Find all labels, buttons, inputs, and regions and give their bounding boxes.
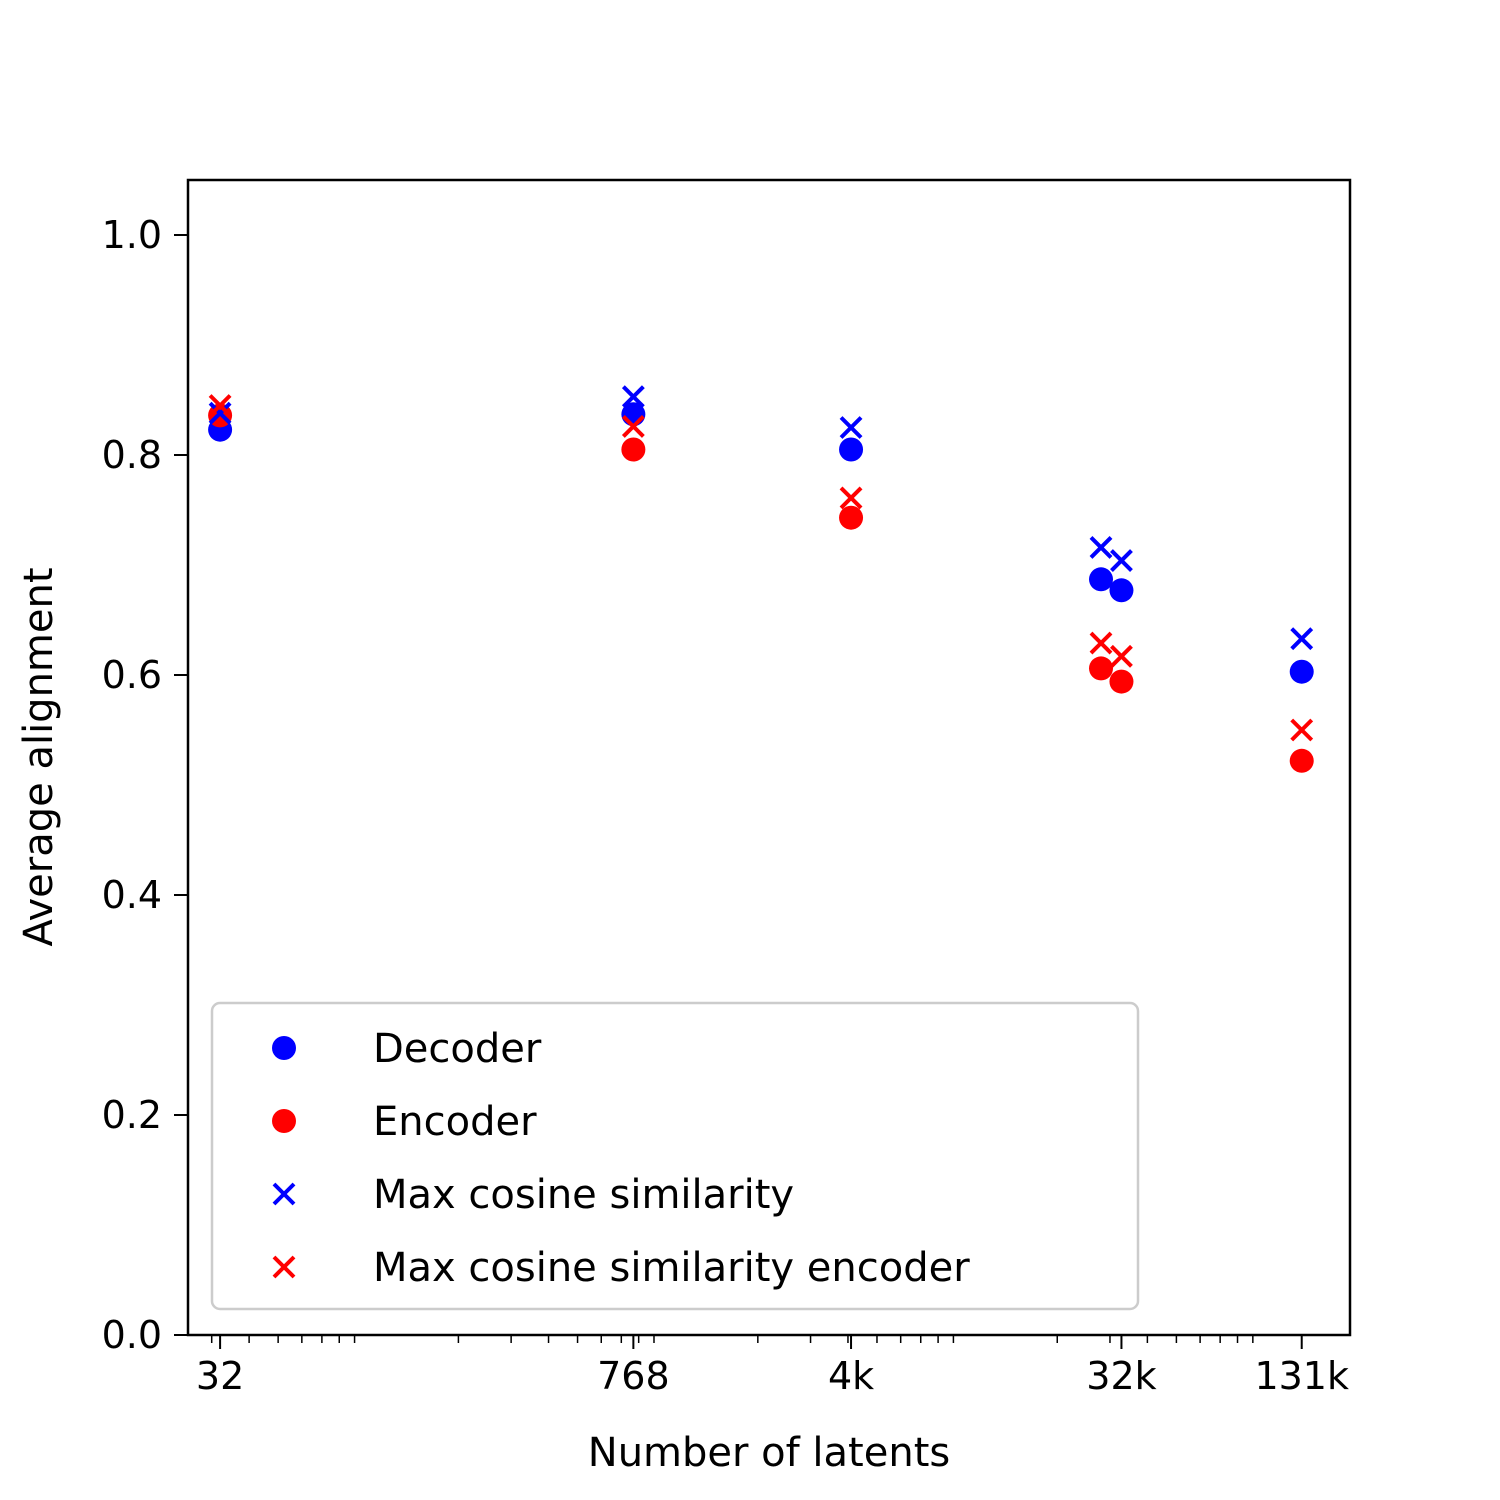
data-point xyxy=(208,401,232,425)
legend-entry: Encoder xyxy=(272,1099,537,1145)
y-tick-label: 0.0 xyxy=(102,1313,162,1357)
x-tick-label: 32 xyxy=(196,1354,244,1398)
legend-entry: Max cosine similarity encoder xyxy=(272,1245,970,1291)
x-axis-label: Number of latents xyxy=(588,1430,950,1476)
data-point xyxy=(1089,631,1113,655)
y-tick-label: 0.2 xyxy=(102,1093,162,1137)
data-point xyxy=(839,416,863,439)
legend: Decoder Encoder Max cosine similarity Max c… xyxy=(210,1001,1140,1311)
legend-marker xyxy=(272,1036,296,1060)
data-point xyxy=(1290,718,1314,742)
legend-entry: Decoder xyxy=(272,1026,542,1072)
data-point xyxy=(1089,567,1114,592)
data-point xyxy=(1290,627,1314,651)
legend-marker xyxy=(272,1109,296,1133)
data-point xyxy=(621,437,646,462)
legend-entry: Max cosine similarity xyxy=(272,1172,794,1218)
data-point xyxy=(621,414,645,438)
legend-label: Decoder xyxy=(373,1026,542,1072)
data-point xyxy=(1289,748,1314,773)
data-point xyxy=(621,385,645,409)
data-point xyxy=(1110,644,1133,668)
data-point xyxy=(839,505,864,530)
data-point xyxy=(839,437,864,462)
data-point xyxy=(1289,659,1314,684)
y-tick-label: 0.6 xyxy=(102,653,162,697)
x-tick-label: 768 xyxy=(597,1354,670,1398)
legend-label: Max cosine similarity xyxy=(373,1172,794,1218)
series-max-cosine-similarity xyxy=(208,385,1314,651)
data-point xyxy=(1109,669,1134,694)
legend-marker xyxy=(272,1182,296,1206)
plot-frame xyxy=(186,178,1352,1337)
y-tick-label: 0.4 xyxy=(102,873,162,917)
y-axis-label: Average alignment xyxy=(16,567,62,946)
legend-frame xyxy=(210,1001,1140,1311)
data-points xyxy=(208,385,1314,773)
data-point xyxy=(1109,578,1134,603)
y-tick-label: 0.8 xyxy=(102,433,162,477)
legend-marker xyxy=(272,1255,296,1279)
x-tick-label: 131k xyxy=(1254,1354,1349,1398)
data-point xyxy=(1089,656,1114,681)
legend-label: Encoder xyxy=(373,1099,537,1145)
data-point xyxy=(1110,549,1133,573)
y-tick-label: 1.0 xyxy=(102,213,162,257)
x-tick-label: 32k xyxy=(1086,1354,1156,1398)
data-point xyxy=(839,486,863,510)
axis-ticks: 32 768 4k 32k 131k 0.0 0.2 0.4 0.6 0.8 1.0 xyxy=(102,213,1349,1398)
legend-label: Max cosine similarity encoder xyxy=(373,1245,970,1291)
series-max-cosine-similarity-encoder xyxy=(208,394,1314,742)
x-tick-label: 4k xyxy=(828,1354,874,1398)
data-point xyxy=(1089,535,1113,559)
data-point xyxy=(208,394,232,417)
